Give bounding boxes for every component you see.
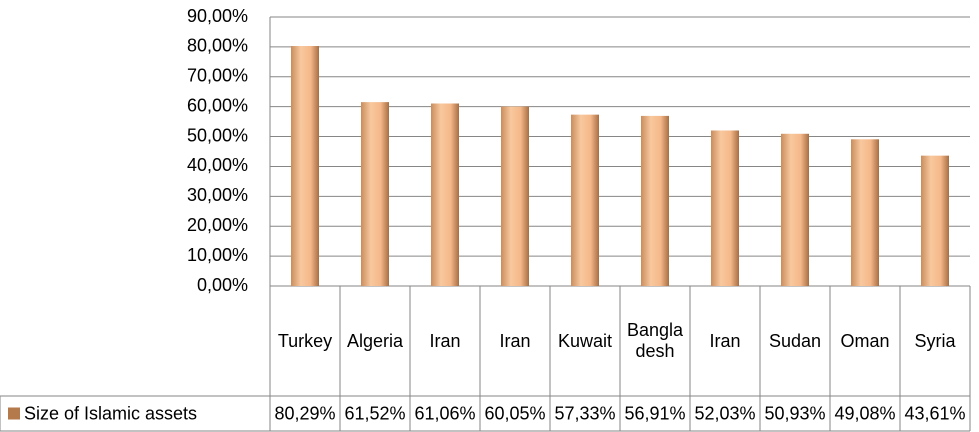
- y-tick-label: 70,00%: [187, 66, 248, 86]
- x-tick-cell: Sudan: [768, 330, 822, 351]
- x-tick-cell: Oman: [840, 330, 890, 351]
- x-tick-cell: Syria: [914, 330, 956, 351]
- x-tick-label: Iran: [709, 330, 741, 351]
- x-tick-cell: Algeria: [346, 330, 404, 351]
- data-label: 56,91%: [624, 403, 685, 423]
- bar: [431, 103, 459, 286]
- x-tick-label: Sudan: [768, 330, 822, 351]
- y-tick-label: 60,00%: [187, 95, 248, 115]
- data-label: 61,52%: [344, 403, 405, 423]
- x-tick-label: Algeria: [346, 330, 404, 351]
- data-label: 61,06%: [414, 403, 475, 423]
- x-tick-label: Bangladesh: [626, 320, 684, 361]
- data-label: 49,08%: [834, 403, 895, 423]
- x-tick-label: Oman: [840, 330, 890, 351]
- data-label: 57,33%: [554, 403, 615, 423]
- y-tick-label: 30,00%: [187, 185, 248, 205]
- data-label: 80,29%: [274, 403, 335, 423]
- bar: [501, 106, 529, 287]
- data-label: 60,05%: [484, 403, 545, 423]
- x-tick-cell: Iran: [709, 330, 741, 351]
- x-tick-label: Iran: [499, 330, 531, 351]
- x-tick-cell: Kuwait: [557, 330, 613, 351]
- x-tick-label: Kuwait: [557, 330, 613, 351]
- data-label: 50,93%: [764, 403, 825, 423]
- bar: [571, 114, 599, 286]
- y-tick-label: 90,00%: [187, 6, 248, 26]
- bar: [291, 46, 319, 286]
- bar: [851, 139, 879, 286]
- x-tick-label: Iran: [429, 330, 461, 351]
- bar: [711, 130, 739, 286]
- bar: [921, 155, 949, 286]
- y-tick-label: 40,00%: [187, 155, 248, 175]
- y-tick-label: 0,00%: [197, 275, 248, 295]
- data-label: 43,61%: [904, 403, 965, 423]
- x-tick-cell: Bangladesh: [626, 320, 684, 361]
- x-tick-label: Turkey: [277, 330, 333, 351]
- x-tick-cell: Turkey: [277, 330, 333, 351]
- y-tick-label: 50,00%: [187, 125, 248, 145]
- y-tick-label: 10,00%: [187, 245, 248, 265]
- y-tick-label: 80,00%: [187, 36, 248, 56]
- x-tick-cell: Iran: [429, 330, 461, 351]
- bar: [781, 133, 809, 286]
- x-tick-label: Syria: [914, 330, 956, 351]
- data-label: 52,03%: [694, 403, 755, 423]
- y-tick-label: 20,00%: [187, 215, 248, 235]
- legend-swatch: [8, 407, 20, 420]
- x-tick-cell: Iran: [499, 330, 531, 351]
- bar: [361, 102, 389, 286]
- bar: [641, 115, 669, 286]
- legend-label: Size of Islamic assets: [24, 403, 197, 423]
